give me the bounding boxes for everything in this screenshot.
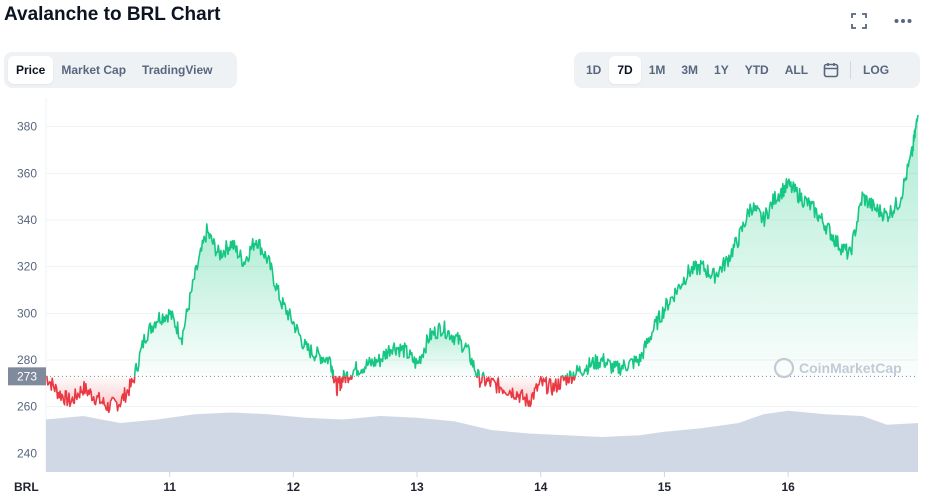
y-tick-label: 380 [17, 120, 37, 134]
price-line-down [573, 376, 576, 381]
price-line-down [475, 375, 479, 379]
area-above-reference [575, 115, 918, 377]
price-line-up [342, 369, 346, 377]
price-line-up [332, 369, 335, 377]
price-line-down [478, 376, 484, 388]
area-above-reference [352, 321, 477, 377]
reference-label: 273 [17, 369, 37, 383]
tab-tradingview[interactable]: TradingView [142, 63, 213, 77]
range-7d[interactable]: 7D [609, 56, 641, 84]
page-title: Avalanche to BRL Chart [4, 4, 221, 25]
range-1m[interactable]: 1M [648, 63, 666, 77]
y-tick-label: 280 [17, 353, 37, 367]
y-tick-label: 340 [17, 213, 37, 227]
area-above-reference [134, 223, 333, 377]
coinmarketcap-logo [773, 357, 795, 379]
price-line-down [332, 375, 345, 397]
price-line-up [476, 368, 480, 377]
chart-type-tabs: Price Market Cap TradingView [4, 52, 237, 88]
price-line-up [574, 114, 919, 377]
calendar-icon[interactable] [816, 56, 846, 84]
y-tick-label: 300 [17, 306, 37, 320]
y-tick-label: 240 [17, 446, 37, 460]
range-3m[interactable]: 3M [681, 63, 699, 77]
tab-market-cap[interactable]: Market Cap [61, 63, 127, 77]
price-line-down [566, 376, 571, 384]
price-line-down [564, 376, 568, 386]
range-ytd[interactable]: YTD [744, 63, 769, 77]
price-line-up [568, 370, 572, 377]
tab-price[interactable]: Price [8, 56, 54, 84]
price-line-up [345, 371, 349, 377]
watermark: CoinMarketCap [799, 360, 902, 376]
price-line-down [46, 375, 136, 414]
y-tick-label: 360 [17, 166, 37, 180]
volume-area [46, 410, 918, 472]
range-1y[interactable]: 1Y [714, 63, 729, 77]
more-icon[interactable] [892, 10, 914, 32]
top-icons [848, 10, 914, 32]
x-tick-label: 12 [287, 480, 301, 494]
price-line-down [350, 376, 354, 380]
log-toggle[interactable]: LOG [863, 63, 890, 77]
range-1d[interactable]: 1D [586, 63, 602, 77]
x-tick-label: 13 [410, 480, 424, 494]
time-range-tabs: 1D 7D 1M 3M 1Y YTD ALL LOG [574, 52, 920, 88]
price-line-down [483, 375, 562, 408]
y-tick-label: 260 [17, 400, 37, 414]
fullscreen-icon[interactable] [848, 10, 870, 32]
range-all[interactable]: ALL [784, 63, 809, 77]
x-tick-label: 11 [163, 480, 176, 494]
reference-badge [8, 367, 46, 386]
currency-label: BRL [14, 480, 39, 494]
price-line-up [572, 371, 575, 377]
price-line-down [570, 376, 574, 385]
x-tick-label: 15 [658, 480, 672, 494]
y-tick-label: 320 [17, 260, 37, 274]
price-line-down [343, 376, 347, 384]
price-line-up [481, 371, 485, 377]
price-line-up [133, 223, 334, 377]
area-below-reference [46, 376, 135, 413]
price-line-up [351, 320, 478, 377]
price-line-down [346, 376, 352, 384]
x-tick-label: 16 [781, 480, 795, 494]
x-tick-label: 14 [534, 480, 548, 494]
seg-divider [850, 61, 852, 79]
